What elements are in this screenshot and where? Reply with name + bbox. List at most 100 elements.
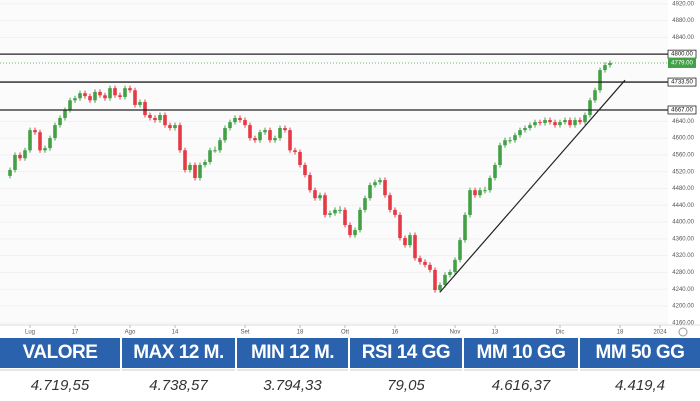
candle-body xyxy=(543,120,547,123)
candle-body xyxy=(423,261,427,265)
candle-body xyxy=(193,164,197,178)
candle-body xyxy=(413,235,417,259)
candle-body xyxy=(248,125,252,139)
candle-body xyxy=(28,130,32,151)
candle-body xyxy=(178,125,182,151)
x-tick-label: Ott xyxy=(341,330,349,336)
candle-body xyxy=(188,164,192,171)
candle-body xyxy=(388,195,392,210)
candle-body xyxy=(303,164,307,176)
candle-body xyxy=(263,130,267,133)
candle-body xyxy=(428,264,432,270)
candle-body xyxy=(333,209,337,214)
candle-body xyxy=(553,122,557,126)
x-tick-label: 16 xyxy=(392,330,399,336)
y-tick-label: 4480.00 xyxy=(672,186,694,192)
candle-body xyxy=(158,115,162,121)
candle-body xyxy=(458,240,462,260)
candle-body xyxy=(323,195,327,215)
settings-icon[interactable] xyxy=(678,327,688,337)
candle-body xyxy=(23,150,27,159)
y-tick-label: 4160.00 xyxy=(672,320,694,326)
candle-body xyxy=(348,224,352,236)
candle-body xyxy=(43,148,47,151)
candle-body xyxy=(338,209,342,211)
candle-body xyxy=(318,195,322,199)
candle-body xyxy=(393,209,397,215)
candle-body xyxy=(588,100,592,116)
candle-body xyxy=(33,130,37,133)
table-header: MM 10 GG xyxy=(464,338,578,368)
candle-body xyxy=(218,140,222,151)
x-tick-label: 17 xyxy=(72,330,79,336)
candle-body xyxy=(183,150,187,171)
last-price-label: 4779.00 xyxy=(671,61,693,67)
candle-body xyxy=(73,98,77,101)
y-tick-label: 4640.00 xyxy=(672,119,694,125)
candle-body xyxy=(528,125,532,129)
y-tick-label: 4520.00 xyxy=(672,169,694,175)
candle-body xyxy=(498,145,502,165)
candle-body xyxy=(258,132,262,141)
candle-body xyxy=(83,93,87,97)
level-tag xyxy=(667,77,697,87)
candle-body xyxy=(133,90,137,105)
candle-body xyxy=(523,128,527,131)
candle-body xyxy=(273,138,277,141)
x-tick-label: Dic xyxy=(556,330,565,336)
candle-body xyxy=(418,258,422,262)
candle-body xyxy=(313,190,317,199)
candle-body xyxy=(153,117,157,121)
candle-body xyxy=(128,88,132,91)
y-tick-label: 4440.00 xyxy=(672,203,694,209)
candle-body xyxy=(308,175,312,191)
candle-body xyxy=(463,214,467,241)
table-value: 4.419,4 xyxy=(580,369,700,399)
y-tick-label: 4560.00 xyxy=(672,152,694,158)
candle-body xyxy=(163,115,167,126)
table-header: RSI 14 GG xyxy=(350,338,462,368)
candle-body xyxy=(253,138,257,141)
candle-body xyxy=(548,120,552,123)
level-label: 4733.50 xyxy=(671,80,693,86)
candle-body xyxy=(483,190,487,192)
y-tick-label: 4320.00 xyxy=(672,253,694,259)
candle-body xyxy=(383,180,387,196)
candle-body xyxy=(143,102,147,116)
candle-body xyxy=(328,213,332,215)
candle-body xyxy=(53,125,57,139)
x-tick-label: Lug xyxy=(25,330,35,336)
table-value: 4.719,55 xyxy=(0,369,120,399)
candle-body xyxy=(453,259,457,273)
candle-body xyxy=(293,150,297,152)
table-header: VALORE xyxy=(0,338,120,368)
table-header: MIN 12 M. xyxy=(237,338,348,368)
candle-body xyxy=(398,214,402,239)
candle-body xyxy=(198,164,202,178)
candle-body xyxy=(343,209,347,225)
table-value: 4.738,57 xyxy=(122,369,235,399)
candle-body xyxy=(408,235,412,246)
level-label: 4800.00 xyxy=(671,52,693,58)
candle-body xyxy=(298,151,302,165)
candle-body xyxy=(118,95,122,97)
x-tick-label: Ago xyxy=(125,330,136,336)
candle-body xyxy=(593,90,597,101)
candle-body xyxy=(438,285,442,291)
y-tick-label: 4200.00 xyxy=(672,304,694,310)
candle-body xyxy=(13,154,17,171)
candle-body xyxy=(278,128,282,139)
candle-body xyxy=(173,125,177,129)
level-label: 4667.00 xyxy=(671,108,693,114)
candle-body xyxy=(228,122,232,129)
last-price-tag xyxy=(668,57,696,68)
candle-body xyxy=(18,154,22,159)
candle-body xyxy=(583,115,587,123)
candle-body xyxy=(8,170,12,176)
table-value: 79,05 xyxy=(350,369,462,399)
candle-body xyxy=(433,269,437,291)
y-tick-label: 4600.00 xyxy=(672,136,694,142)
candle-body xyxy=(68,100,72,110)
x-tick-label: 18 xyxy=(297,330,304,336)
